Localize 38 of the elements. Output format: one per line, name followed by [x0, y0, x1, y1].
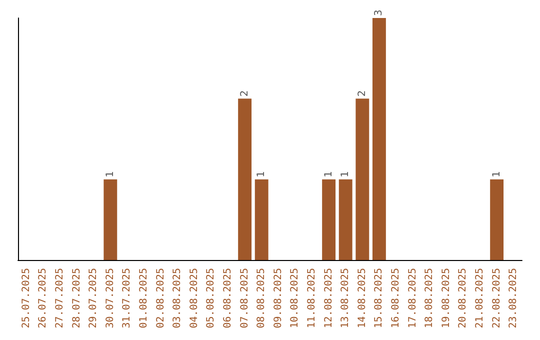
x-tick-label: 30.07.2025	[104, 268, 116, 328]
x-tick-label: 08.08.2025	[256, 268, 268, 328]
x-tick-label: 18.08.2025	[424, 268, 436, 328]
x-tick-label: 26.07.2025	[38, 268, 49, 328]
x-tick-label: 06.08.2025	[222, 268, 234, 328]
data-label: 1	[491, 170, 502, 178]
x-tick-label: 28.07.2025	[71, 268, 82, 328]
data-label: 2	[239, 90, 250, 97]
x-tick-label: 04.08.2025	[188, 268, 200, 328]
x-tick-label: 21.08.2025	[474, 268, 486, 328]
x-tick-label: 25.07.2025	[20, 268, 32, 328]
x-tick-label: 16.08.2025	[390, 268, 402, 328]
x-tick-label: 13.08.2025	[340, 268, 352, 328]
x-tick-label: 11.08.2025	[306, 268, 318, 328]
data-label: 1	[340, 170, 352, 178]
data-label: 3	[374, 10, 385, 16]
x-tick-label: 10.08.2025	[290, 268, 301, 328]
x-tick-label: 02.08.2025	[155, 268, 166, 328]
x-tick-label: 17.08.2025	[407, 268, 418, 328]
x-tick-label: 05.08.2025	[206, 268, 217, 328]
x-tick-label: 09.08.2025	[272, 268, 284, 328]
x-tick-label: 20.08.2025	[458, 268, 469, 328]
data-label: 1	[256, 170, 268, 178]
x-tick-label: 01.08.2025	[138, 268, 150, 328]
data-label: 2	[356, 90, 368, 97]
x-tick-label: 29.07.2025	[88, 268, 100, 328]
data-label: 1	[104, 170, 116, 178]
x-tick-label: 15.08.2025	[374, 268, 385, 328]
x-tick-label: 12.08.2025	[323, 268, 334, 328]
x-tick-label: 19.08.2025	[440, 268, 452, 328]
x-tick-label: 27.07.2025	[54, 268, 66, 328]
x-tick-label: 22.08.2025	[491, 268, 502, 328]
x-tick-label: 07.08.2025	[239, 268, 250, 328]
data-label: 1	[323, 170, 334, 178]
x-tick-label: 23.08.2025	[508, 268, 520, 328]
x-tick-label: 31.07.2025	[122, 268, 133, 328]
x-tick-label: 03.08.2025	[172, 268, 184, 328]
x-tick-label: 14.08.2025	[356, 268, 368, 328]
